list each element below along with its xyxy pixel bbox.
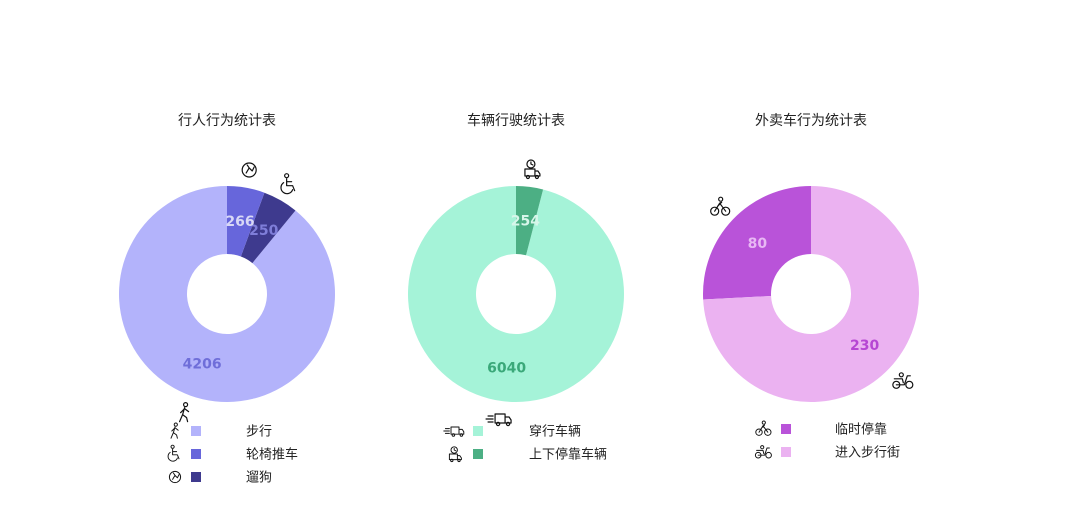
legend-item[interactable]: 步行	[170, 422, 272, 440]
legend-label: 进入步行街	[835, 446, 900, 461]
scooter-icon	[754, 445, 772, 459]
legend-label: 轮椅推车	[246, 447, 298, 463]
donut-slice-moving-truck[interactable]	[407, 186, 624, 402]
donut-slice-walking-person[interactable]	[119, 186, 336, 403]
legend-swatch	[191, 472, 201, 482]
legend-item[interactable]: 轮椅推车	[167, 444, 298, 463]
legend-swatch	[191, 449, 201, 459]
parked-truck-icon	[524, 159, 541, 180]
moving-truck-icon	[443, 426, 465, 437]
donut-slice-dog-walk[interactable]	[227, 186, 265, 257]
donut-slice-parked-truck[interactable]	[516, 186, 544, 256]
bicycle-rider-icon	[710, 196, 731, 216]
legend-swatch	[781, 424, 791, 434]
legend-item[interactable]: 穿行车辆	[443, 424, 581, 440]
legend-label: 上下停靠车辆	[529, 447, 607, 463]
chart-title: 车辆行驶统计表	[467, 112, 565, 129]
legend-swatch	[781, 447, 791, 457]
data-label: 254	[511, 214, 540, 230]
dog-walk-icon	[168, 470, 182, 484]
legend-item[interactable]: 临时停靠	[755, 420, 887, 438]
chart-title: 外卖车行为统计表	[755, 112, 867, 129]
legend-item[interactable]: 进入步行街	[754, 445, 900, 461]
donut-slice-wheelchair[interactable]	[240, 192, 296, 264]
walking-person-icon	[178, 402, 190, 423]
dog-walk-icon	[241, 162, 257, 178]
legend-label: 遛狗	[246, 471, 272, 486]
chart-title: 行人行为统计表	[178, 113, 276, 129]
scooter-icon	[892, 372, 914, 389]
legend-label: 穿行车辆	[529, 424, 581, 440]
walking-person-icon	[170, 422, 179, 439]
data-label: 266	[225, 214, 254, 230]
wheelchair-icon	[280, 173, 296, 195]
legend-item[interactable]: 遛狗	[168, 470, 272, 486]
legend-swatch	[473, 426, 483, 436]
data-label: 80	[748, 236, 768, 252]
moving-truck-icon	[485, 413, 512, 427]
data-label: 230	[850, 338, 879, 354]
donut-slice-bicycle-rider[interactable]	[703, 186, 811, 300]
data-label: 4206	[183, 357, 222, 373]
wheelchair-icon	[167, 444, 180, 462]
legend-label: 临时停靠	[835, 422, 887, 438]
legend-item[interactable]: 上下停靠车辆	[448, 446, 607, 463]
donut-slice-scooter[interactable]	[703, 186, 919, 402]
legend-swatch	[473, 449, 483, 459]
bicycle-rider-icon	[755, 420, 772, 436]
legend-swatch	[191, 426, 201, 436]
parked-truck-icon	[448, 446, 462, 463]
legend-label: 步行	[246, 425, 272, 440]
data-label: 6040	[487, 360, 526, 376]
data-label: 250	[249, 223, 278, 239]
